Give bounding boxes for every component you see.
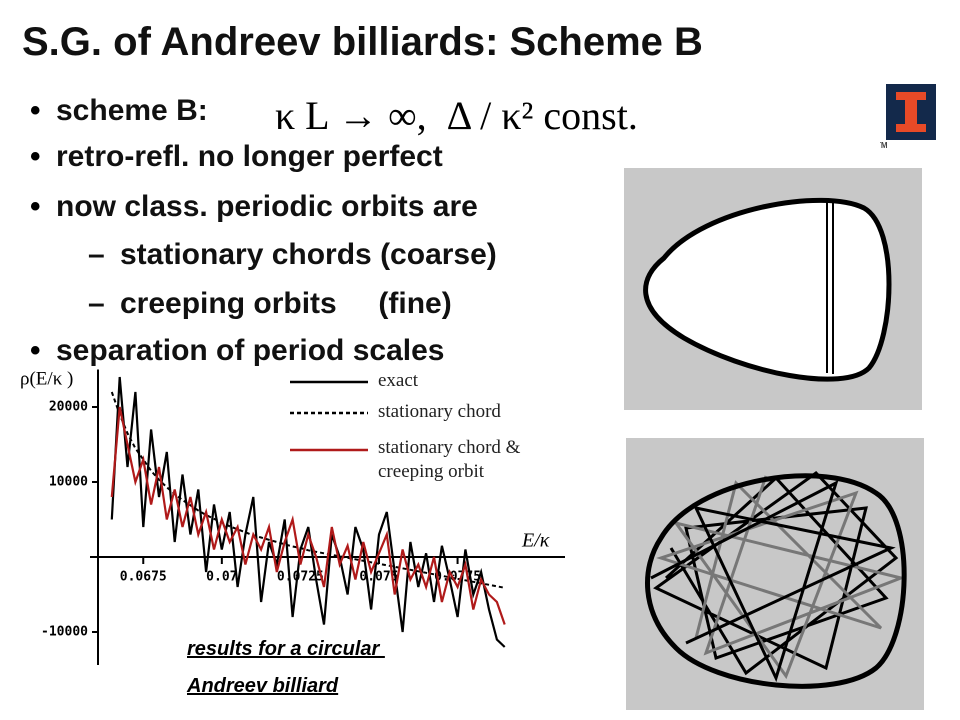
orbit — [650, 480, 896, 683]
bullet: scheme B: — [56, 94, 208, 127]
bullet-dot: • — [30, 334, 41, 367]
x-axis-label: E/κ — [521, 530, 550, 552]
slide-title: S.G. of Andreev billiards: Scheme B — [22, 20, 703, 64]
series-line — [110, 391, 505, 589]
y-tick-label: 20000 — [49, 400, 88, 415]
x-tick-label: 0.0675 — [120, 570, 167, 585]
orbit — [653, 471, 899, 676]
billiard-shape — [645, 473, 907, 689]
bullet-dot: • — [30, 140, 41, 173]
bullet-dot: • — [30, 190, 41, 223]
legend-label: stationary chord & creeping orbit — [378, 437, 521, 482]
billiard-image-1 — [624, 168, 922, 410]
chart: ρ(E/κ ) E/κ 20000 10000 -10000 0.0675 0.07 0.… — [20, 368, 565, 665]
sub-bullet: stationary chords (coarse) — [120, 238, 497, 271]
bullet: now class. periodic orbits are — [56, 190, 478, 223]
legend-label: stationary chord — [378, 401, 501, 422]
logo-tm: TM — [880, 141, 888, 150]
x-tick-label: 0.075 — [359, 570, 398, 585]
y-tick-label: 10000 — [49, 475, 88, 490]
bullet-dot: • — [30, 94, 41, 127]
formula: κ L → ∞, Δ / κ² const. — [275, 93, 638, 138]
billiard-image-2 — [626, 438, 924, 710]
caption: results for a circular — [187, 638, 385, 660]
creeping-orbits — [650, 471, 907, 683]
x-tick-label: 0.07 — [206, 570, 237, 585]
logo-i — [896, 92, 926, 132]
bullet: separation of period scales — [56, 334, 445, 367]
sub-bullet: creeping orbits (fine) — [120, 287, 452, 320]
y-tick-label: -10000 — [41, 625, 88, 640]
billiard-shape — [643, 197, 892, 382]
series-line — [110, 406, 506, 625]
sub-dash: – — [88, 287, 105, 320]
bullet: retro-refl. no longer perfect — [56, 140, 443, 173]
logo: TM — [880, 84, 936, 150]
orbit — [656, 475, 907, 680]
series-line — [110, 376, 506, 648]
legend-label: exact — [378, 370, 419, 391]
caption: Andreev billiard — [187, 675, 339, 697]
y-axis-label: ρ(E/κ ) — [20, 368, 73, 389]
sub-dash: – — [88, 238, 105, 271]
